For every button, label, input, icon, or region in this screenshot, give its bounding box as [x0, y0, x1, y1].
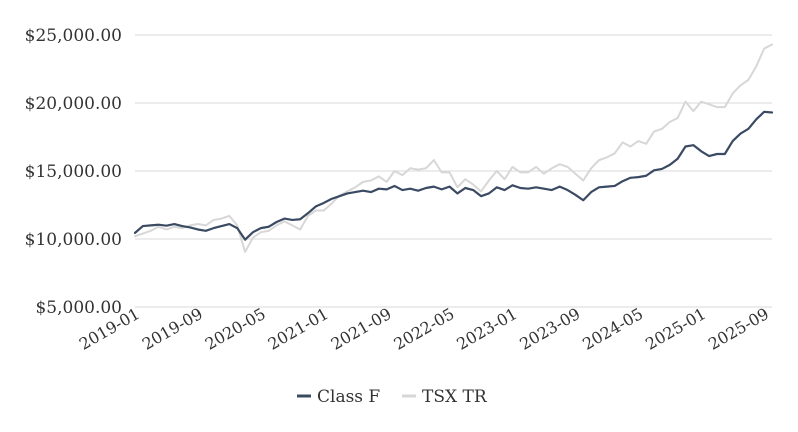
x-tick-label: 2021-01 — [265, 304, 332, 354]
y-tick-label: $25,000.00 — [25, 26, 122, 46]
series-line-tsx-tr — [134, 43, 773, 253]
x-axis-ticks: 2019-012019-092020-052021-012021-092022-… — [76, 304, 772, 354]
x-tick-label: 2025-09 — [705, 304, 772, 354]
y-axis-ticks: $5,000.00 $10,000.00 $15,000.00 $20,000.00 $… — [25, 26, 122, 318]
x-tick-label: 2025-01 — [642, 304, 709, 354]
y-tick-label: $15,000.00 — [25, 162, 122, 182]
series-line-class-f — [133, 110, 774, 241]
series-lines — [133, 43, 774, 253]
gridlines — [135, 34, 772, 308]
legend-label: TSX TR — [422, 387, 488, 407]
legend: Class F TSX TR — [297, 387, 488, 407]
x-tick-label: 2021-09 — [328, 304, 395, 354]
y-tick-label: $20,000.00 — [25, 94, 122, 114]
y-tick-label: $5,000.00 — [35, 298, 122, 318]
x-tick-label: 2019-09 — [139, 304, 206, 354]
x-tick-label: 2024-05 — [579, 304, 646, 354]
x-tick-label: 2023-01 — [453, 304, 520, 354]
x-tick-label: 2022-05 — [390, 304, 457, 354]
x-tick-label: 2023-09 — [516, 304, 583, 354]
legend-label: Class F — [317, 387, 380, 407]
y-tick-label: $10,000.00 — [25, 230, 122, 250]
x-tick-label: 2020-05 — [202, 304, 269, 354]
